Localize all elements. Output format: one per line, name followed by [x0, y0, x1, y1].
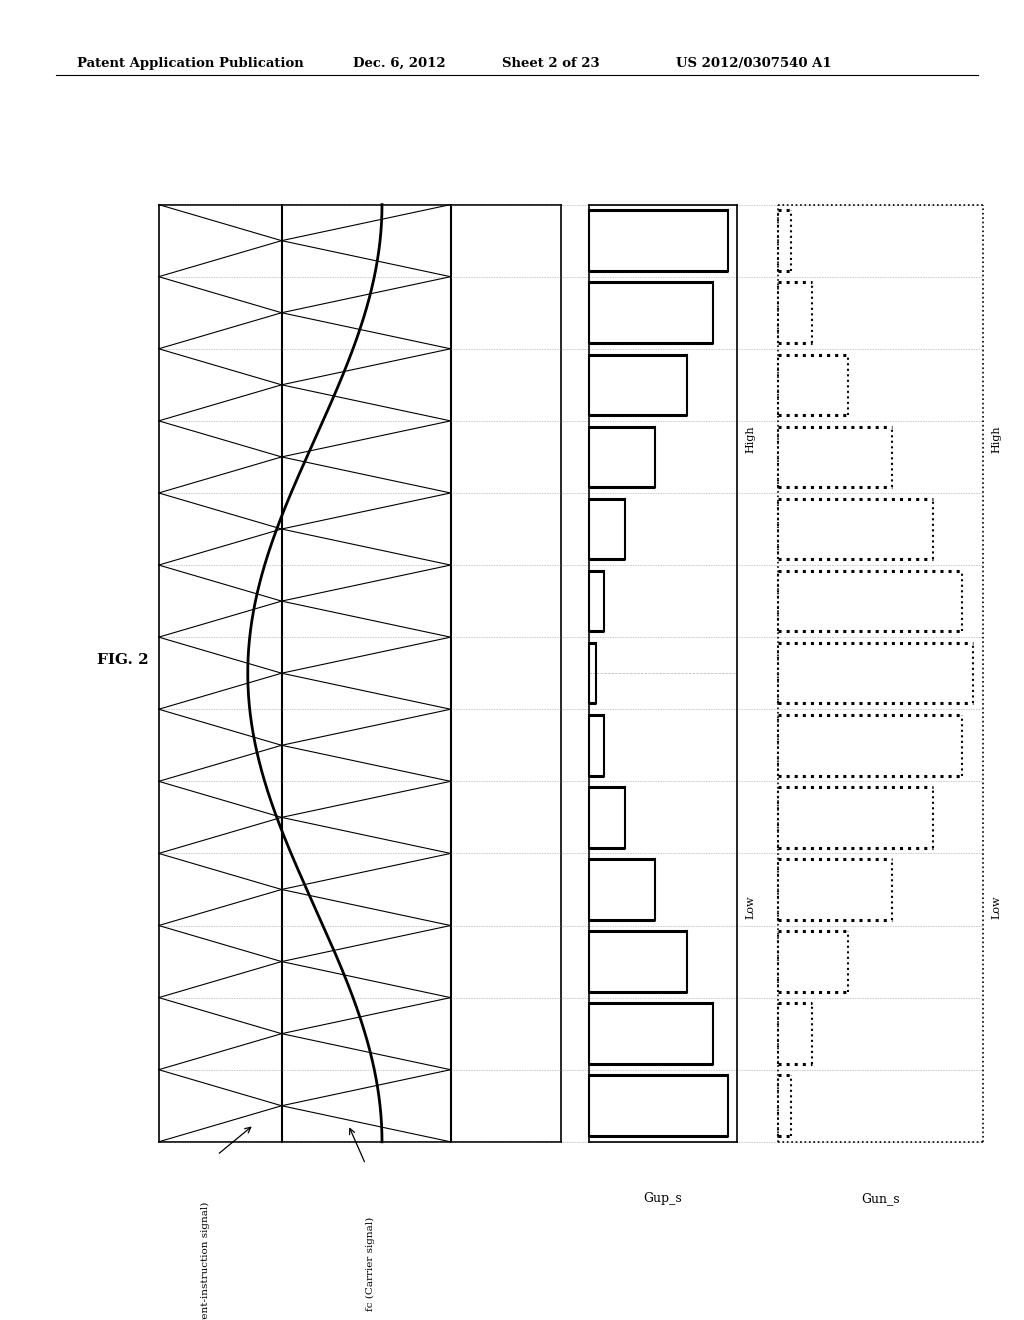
Text: Low: Low	[991, 896, 1001, 919]
Text: Sheet 2 of 23: Sheet 2 of 23	[502, 57, 599, 70]
Text: Patent Application Publication: Patent Application Publication	[77, 57, 303, 70]
Text: Low: Low	[745, 896, 756, 919]
Text: Dec. 6, 2012: Dec. 6, 2012	[353, 57, 445, 70]
Text: Gun_s: Gun_s	[861, 1192, 900, 1205]
Text: High: High	[991, 425, 1001, 453]
Text: fc (Carrier signal): fc (Carrier signal)	[367, 1217, 375, 1311]
Text: US 2012/0307540 A1: US 2012/0307540 A1	[676, 57, 831, 70]
Text: FIG. 2: FIG. 2	[97, 653, 148, 667]
Text: High: High	[745, 425, 756, 453]
Text: Gup_s: Gup_s	[644, 1192, 682, 1205]
Text: Is_u (Current-instruction signal): Is_u (Current-instruction signal)	[200, 1201, 210, 1320]
